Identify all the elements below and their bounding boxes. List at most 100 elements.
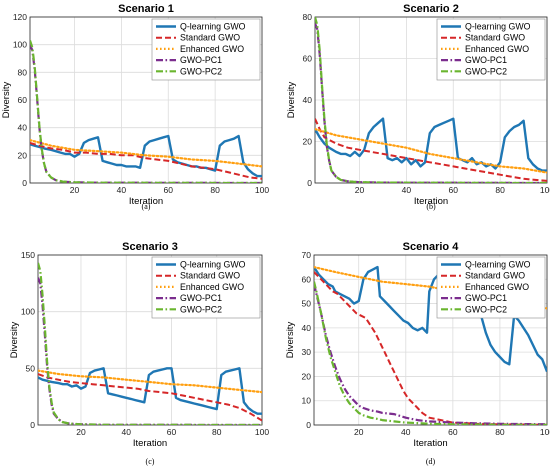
legend-label: GWO-PC1 xyxy=(465,55,507,65)
y-tick-label: 20 xyxy=(18,150,28,160)
y-tick-label: 60 xyxy=(302,274,312,284)
y-tick-label: 30 xyxy=(302,347,312,357)
series-line-gwo-pc2 xyxy=(30,40,262,183)
y-tick-label: 40 xyxy=(18,123,28,133)
legend-label: Q-learning GWO xyxy=(180,260,246,270)
legend-label: Q-learning GWO xyxy=(465,260,531,270)
x-tick-label: 100 xyxy=(255,185,269,195)
y-tick-label: 60 xyxy=(18,95,28,105)
legend-label: GWO-PC2 xyxy=(465,66,507,76)
x-tick-label: 100 xyxy=(540,427,550,437)
x-tick-label: 40 xyxy=(122,427,132,437)
legend-label: Enhanced GWO xyxy=(180,44,244,54)
x-tick-label: 60 xyxy=(448,427,458,437)
series-line-gwo-pc2 xyxy=(38,262,262,425)
legend-label: GWO-PC2 xyxy=(465,304,507,314)
x-tick-label: 80 xyxy=(495,427,505,437)
series-line-q-learning-gwo xyxy=(315,117,547,172)
series-line-standard-gwo xyxy=(314,271,547,425)
series-group xyxy=(30,40,262,183)
y-tick-label: 50 xyxy=(26,363,36,373)
series-line-q-learning-gwo xyxy=(38,367,262,415)
subfigure-caption: (d) xyxy=(426,457,436,466)
y-tick-label: 0 xyxy=(30,420,35,430)
x-tick-label: 20 xyxy=(354,427,364,437)
y-axis-label: Diversity xyxy=(9,322,20,359)
y-tick-label: 10 xyxy=(302,396,312,406)
y-tick-label: 100 xyxy=(21,307,35,317)
y-tick-label: 60 xyxy=(303,54,313,64)
legend-box xyxy=(436,256,546,319)
chart-panel-1: 20 40 60 80 100 0 20 40 60 80 100 120 Scenario 1 Iter… xyxy=(1,3,269,211)
series-line-enhanced-gwo xyxy=(315,128,547,174)
x-tick-label: 60 xyxy=(164,185,174,195)
legend-label: Standard GWO xyxy=(465,271,525,281)
legend-label: Q-learning GWO xyxy=(465,22,531,32)
y-tick-label: 0 xyxy=(22,178,27,188)
x-axis-label: Iteration xyxy=(414,196,448,207)
x-tick-label: 20 xyxy=(70,185,80,195)
chart-panel-3: 20 40 60 80 100 0 50 100 150 Scenario 3 Iteration D… xyxy=(9,241,269,466)
chart-panel-4: 20 40 60 80 100 0 10 20 30 40 50 60 70 Scenario 4 Iter… xyxy=(285,241,550,466)
legend-label: Standard GWO xyxy=(180,33,240,43)
x-tick-label: 100 xyxy=(540,185,550,195)
legend-box xyxy=(151,256,261,319)
series-line-gwo-pc1 xyxy=(314,283,547,425)
legend-label: Q-learning GWO xyxy=(180,22,246,32)
subfigure-caption: (b) xyxy=(426,202,436,211)
series-line-standard-gwo xyxy=(38,373,262,422)
chart-title: Scenario 1 xyxy=(118,3,174,15)
series-line-standard-gwo xyxy=(315,118,547,182)
y-tick-label: 150 xyxy=(21,250,35,260)
x-tick-label: 60 xyxy=(167,427,177,437)
series-line-q-learning-gwo xyxy=(314,265,547,373)
x-tick-label: 80 xyxy=(212,427,222,437)
y-tick-label: 20 xyxy=(303,137,313,147)
x-tick-label: 40 xyxy=(401,427,411,437)
x-axis-label: Iteration xyxy=(129,196,163,207)
y-tick-label: 100 xyxy=(13,40,27,50)
y-axis-label: Diversity xyxy=(285,322,296,359)
series-line-enhanced-gwo xyxy=(38,369,262,394)
legend-label: Enhanced GWO xyxy=(465,44,529,54)
y-axis-label: Diversity xyxy=(286,82,297,119)
y-tick-label: 0 xyxy=(306,420,311,430)
x-axis-label: Iteration xyxy=(133,438,167,449)
x-tick-label: 20 xyxy=(76,427,86,437)
legend-label: GWO-PC1 xyxy=(180,55,222,65)
chart-title: Scenario 4 xyxy=(403,241,460,253)
legend-box xyxy=(151,18,261,81)
legend-label: GWO-PC1 xyxy=(180,293,222,303)
legend-box xyxy=(436,18,546,81)
series-group xyxy=(38,262,262,425)
series-line-standard-gwo xyxy=(30,141,262,180)
x-tick-label: 40 xyxy=(117,185,127,195)
y-tick-label: 40 xyxy=(302,323,312,333)
x-tick-label: 100 xyxy=(255,427,269,437)
y-tick-label: 50 xyxy=(302,299,312,309)
y-tick-label: 40 xyxy=(303,95,313,105)
x-tick-label: 20 xyxy=(355,185,365,195)
y-tick-label: 20 xyxy=(302,371,312,381)
x-tick-label: 80 xyxy=(210,185,220,195)
legend-label: Standard GWO xyxy=(180,271,240,281)
x-tick-label: 60 xyxy=(449,185,459,195)
plot-frame xyxy=(313,254,548,426)
y-tick-label: 120 xyxy=(13,12,27,22)
series-line-q-learning-gwo xyxy=(30,134,262,178)
x-tick-label: 40 xyxy=(402,185,412,195)
legend-label: Enhanced GWO xyxy=(180,282,244,292)
y-tick-label: 80 xyxy=(18,67,28,77)
series-line-gwo-pc2 xyxy=(314,281,547,425)
y-tick-label: 0 xyxy=(307,178,312,188)
legend-label: Standard GWO xyxy=(465,33,525,43)
x-axis-label: Iteration xyxy=(413,438,447,449)
chart-title: Scenario 2 xyxy=(403,3,459,15)
chart-panel-2: 20 40 60 80 100 0 20 40 60 80 Scenario 2 Iteration D… xyxy=(286,3,550,211)
series-group xyxy=(315,17,547,183)
legend-label: Enhanced GWO xyxy=(465,282,529,292)
